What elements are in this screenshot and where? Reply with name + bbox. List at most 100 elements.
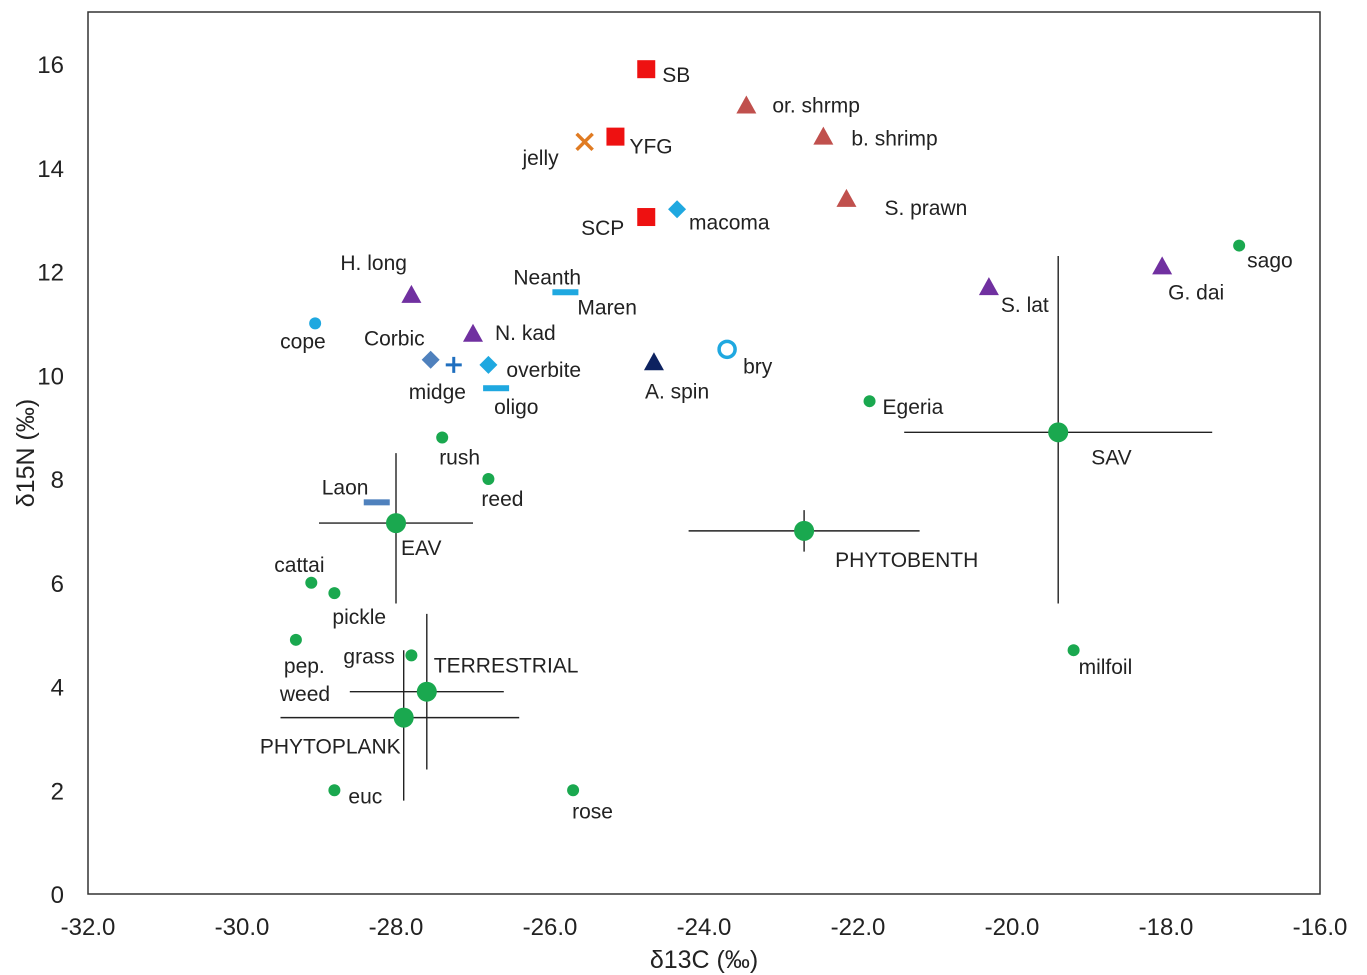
cattai-label: cattai <box>274 554 324 577</box>
x-axis-title: δ13C (‰) <box>650 946 758 974</box>
plot-area-frame <box>87 11 1321 895</box>
y-tick-label: 10 <box>37 363 64 390</box>
y-tick-label: 16 <box>37 52 64 79</box>
reed-label: reed <box>481 488 523 511</box>
sav-mean-marker <box>1048 422 1069 443</box>
pickle-label: pickle <box>332 606 386 629</box>
x-tick-label: -16.0 <box>1293 914 1348 941</box>
phytoplank-label: PHYTOPLANK <box>260 736 401 759</box>
oligo-label: oligo <box>494 396 538 419</box>
or-shrmp-label: or. shrmp <box>772 95 860 118</box>
y-tick-label: 6 <box>51 571 64 598</box>
s-prawn-label: S. prawn <box>884 197 967 220</box>
laon-marker <box>363 499 390 506</box>
y-tick-label: 2 <box>51 778 64 805</box>
s-prawn-marker <box>836 188 857 207</box>
pep-weed-label-line2: weed <box>279 683 330 706</box>
terrestrial-label: TERRESTRIAL <box>434 655 579 678</box>
y-tick-label: 14 <box>37 156 64 183</box>
euc-marker <box>328 784 341 797</box>
eav-mean-marker <box>386 513 406 534</box>
oligo-marker <box>483 385 510 392</box>
corbic-label: Corbic <box>364 328 425 351</box>
x-tick-label: -22.0 <box>831 914 886 941</box>
y-tick-label: 0 <box>51 882 64 909</box>
n-kad-label: N. kad <box>495 322 556 345</box>
s-lat-label: S. lat <box>1001 294 1049 317</box>
group-means: SAV EAV PHYTOBENTH TERRESTRIAL PHYTOPLANK <box>260 255 1213 801</box>
reed-marker <box>482 473 495 485</box>
x-tick-label: -20.0 <box>985 914 1040 941</box>
rose-label: rose <box>572 800 613 823</box>
sav-label: SAV <box>1091 446 1131 469</box>
rose-marker <box>567 784 580 797</box>
macoma-label: macoma <box>689 211 770 234</box>
b-shrimp-label: b. shrimp <box>851 128 937 151</box>
a-spin-label: A. spin <box>645 380 709 403</box>
laon-label: Laon <box>322 476 369 499</box>
corbic-marker <box>421 350 440 369</box>
egeria-label: Egeria <box>883 396 944 419</box>
yfg-marker <box>606 127 625 146</box>
euc-label: euc <box>348 785 382 808</box>
pep-weed-marker <box>289 633 302 646</box>
x-tick-label: -30.0 <box>215 914 270 941</box>
x-tick-label: -32.0 <box>61 914 116 941</box>
cope-marker <box>309 317 322 330</box>
y-axis-ticks: 0 2 4 6 8 10 12 14 16 <box>37 52 64 909</box>
eav-label: EAV <box>401 537 441 560</box>
jelly-marker <box>575 132 594 152</box>
s-lat-marker <box>978 277 999 296</box>
x-tick-label: -24.0 <box>677 914 732 941</box>
jelly-label: jelly <box>521 147 559 170</box>
cope-label: cope <box>280 330 326 353</box>
data-points: SB YFG SCP jelly or. shrmp b. shrimp S. prawn m… <box>274 60 1293 823</box>
h-long-label: H. long <box>340 252 407 275</box>
x-tick-label: -28.0 <box>369 914 424 941</box>
rush-label: rush <box>439 447 480 470</box>
grass-label: grass <box>343 645 394 668</box>
y-axis-title: δ15N (‰) <box>12 399 40 507</box>
x-axis-ticks: -32.0 -30.0 -28.0 -26.0 -24.0 -22.0 -20.0 -18.0… <box>61 914 1348 941</box>
overbite-label: overbite <box>506 359 581 382</box>
terrestrial-mean-marker <box>416 681 437 702</box>
pep-weed-label-line1: pep. <box>284 655 325 678</box>
cattai-marker <box>305 576 318 589</box>
g-dai-marker <box>1152 256 1173 275</box>
macoma-marker <box>668 200 687 219</box>
rush-marker <box>436 431 449 444</box>
neanth-label: Neanth <box>513 266 581 289</box>
phytoplank-mean-marker <box>393 707 414 728</box>
g-dai-label: G. dai <box>1168 281 1224 304</box>
milfoil-label: milfoil <box>1079 656 1133 679</box>
scp-label: SCP <box>581 217 624 240</box>
grass-marker <box>405 649 418 662</box>
neanth-marker <box>552 289 579 296</box>
or-shrmp-marker <box>736 95 757 114</box>
sago-label: sago <box>1247 250 1293 273</box>
y-tick-label: 4 <box>51 675 64 702</box>
egeria-marker <box>863 395 876 408</box>
bry-marker <box>717 339 737 360</box>
midge-marker <box>445 356 462 373</box>
sb-marker <box>637 60 656 79</box>
a-spin-marker <box>643 352 664 371</box>
sago-marker <box>1233 239 1246 252</box>
x-tick-label: -18.0 <box>1139 914 1194 941</box>
midge-label: midge <box>409 381 466 404</box>
x-tick-label: -26.0 <box>523 914 578 941</box>
sb-label: SB <box>662 64 690 87</box>
milfoil-marker <box>1067 644 1080 657</box>
overbite-marker <box>479 355 498 374</box>
h-long-marker <box>401 284 422 303</box>
n-kad-marker <box>463 323 483 342</box>
maren-label: Maren <box>577 296 637 319</box>
phytobenth-label: PHYTOBENTH <box>835 549 978 572</box>
bry-label: bry <box>743 355 773 378</box>
y-tick-label: 8 <box>51 467 64 494</box>
phytobenth-mean-marker <box>794 520 815 541</box>
scp-marker <box>637 208 656 227</box>
yfg-label: YFG <box>629 136 672 159</box>
y-tick-label: 12 <box>37 260 64 287</box>
